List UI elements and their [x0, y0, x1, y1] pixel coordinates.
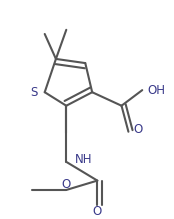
Text: S: S	[30, 86, 38, 99]
Text: NH: NH	[75, 153, 92, 166]
Text: O: O	[62, 178, 71, 191]
Text: O: O	[93, 205, 102, 217]
Text: OH: OH	[147, 84, 165, 97]
Text: O: O	[134, 123, 143, 136]
